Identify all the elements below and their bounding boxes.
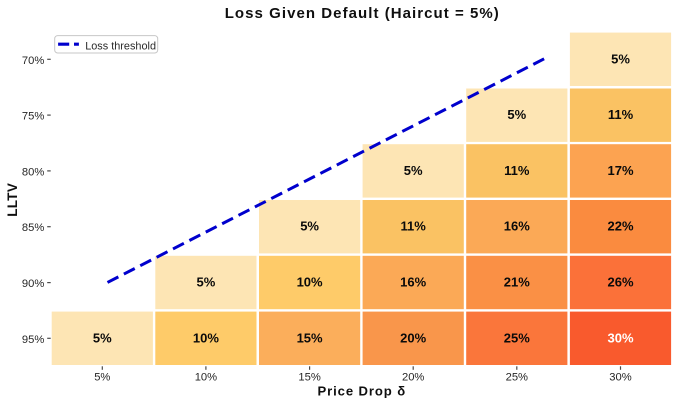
svg-text:11%: 11% bbox=[608, 107, 634, 122]
svg-text:5%: 5% bbox=[93, 330, 112, 345]
svg-text:5%: 5% bbox=[611, 51, 630, 66]
svg-text:26%: 26% bbox=[607, 275, 633, 290]
svg-text:10%: 10% bbox=[195, 372, 217, 384]
svg-text:90%: 90% bbox=[22, 278, 44, 290]
svg-text:30%: 30% bbox=[609, 372, 631, 384]
svg-text:70%: 70% bbox=[22, 55, 44, 67]
svg-text:30%: 30% bbox=[607, 330, 633, 345]
svg-text:10%: 10% bbox=[193, 330, 219, 345]
svg-text:16%: 16% bbox=[400, 275, 426, 290]
svg-text:5%: 5% bbox=[197, 275, 216, 290]
svg-text:75%: 75% bbox=[22, 111, 44, 123]
svg-text:17%: 17% bbox=[607, 163, 633, 178]
svg-text:15%: 15% bbox=[297, 330, 323, 345]
svg-text:5%: 5% bbox=[94, 372, 110, 384]
svg-text:80%: 80% bbox=[22, 166, 44, 178]
svg-text:5%: 5% bbox=[300, 219, 319, 234]
svg-text:5%: 5% bbox=[507, 107, 526, 122]
svg-text:20%: 20% bbox=[402, 372, 424, 384]
svg-text:10%: 10% bbox=[297, 275, 323, 290]
svg-text:11%: 11% bbox=[504, 163, 530, 178]
svg-text:25%: 25% bbox=[506, 372, 528, 384]
svg-text:85%: 85% bbox=[22, 222, 44, 234]
svg-text:11%: 11% bbox=[401, 219, 427, 234]
svg-text:15%: 15% bbox=[298, 372, 320, 384]
svg-text:25%: 25% bbox=[504, 330, 530, 345]
svg-text:5%: 5% bbox=[404, 163, 423, 178]
svg-text:20%: 20% bbox=[400, 330, 426, 345]
svg-text:Loss threshold: Loss threshold bbox=[85, 40, 156, 52]
svg-text:Loss Given Default (Haircut =: Loss Given Default (Haircut = 5%) bbox=[225, 5, 500, 22]
svg-text:21%: 21% bbox=[504, 275, 530, 290]
svg-text:Price Drop δ: Price Drop δ bbox=[317, 384, 406, 399]
svg-text:22%: 22% bbox=[607, 219, 633, 234]
svg-text:16%: 16% bbox=[504, 219, 530, 234]
svg-text:LLTV: LLTV bbox=[5, 183, 20, 217]
svg-text:95%: 95% bbox=[22, 334, 44, 346]
